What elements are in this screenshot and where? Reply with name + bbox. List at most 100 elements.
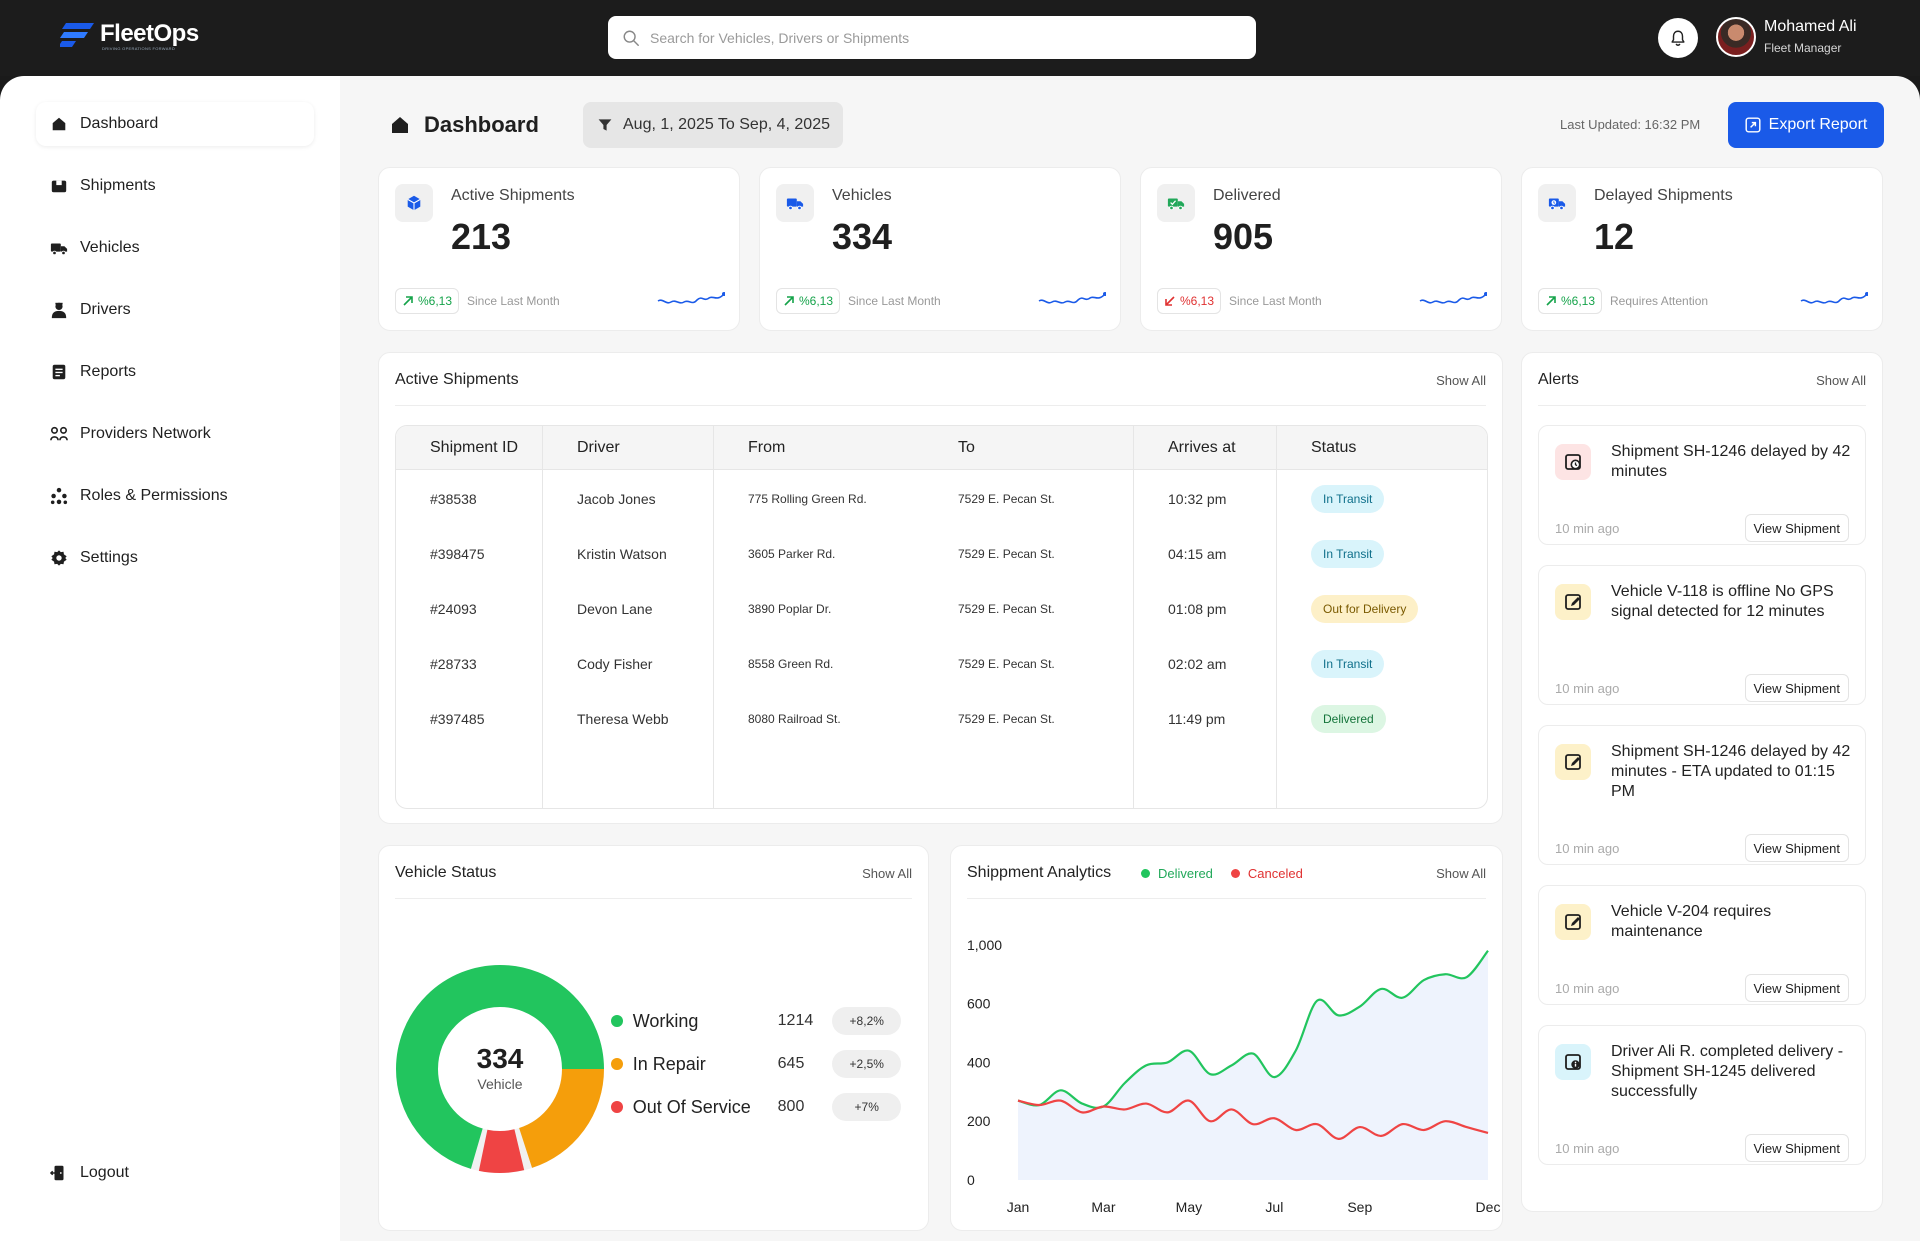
- legend-change: +7%: [832, 1093, 901, 1121]
- column-header[interactable]: Shipment ID: [430, 439, 519, 456]
- sidebar-item-reports[interactable]: Reports: [36, 350, 314, 394]
- column-header[interactable]: Driver: [577, 439, 620, 456]
- legend-row-in-repair: In Repair 645 +2,5%: [611, 1049, 901, 1079]
- show-all-link[interactable]: Show All: [1436, 373, 1486, 388]
- stat-value: 12: [1594, 216, 1635, 257]
- table-cell-from: 8558 Green Rd.: [748, 657, 834, 671]
- driver-icon: [51, 302, 67, 319]
- arrow-up-right-icon: [403, 296, 413, 306]
- table-cell-driver: Devon Lane: [577, 601, 653, 617]
- hierarchy-icon: [50, 487, 68, 505]
- avatar[interactable]: [1716, 17, 1756, 57]
- legend-row-working: Working 1214 +8,2%: [611, 1006, 901, 1036]
- table-cell-driver: Kristin Watson: [577, 546, 667, 562]
- alert-item: Shipment SH-1246 delayed by 42 minutes -…: [1538, 725, 1866, 865]
- column-header[interactable]: To: [958, 439, 975, 456]
- search-bar[interactable]: [608, 16, 1256, 59]
- table-cell-id: #24093: [430, 601, 477, 617]
- table-header: [396, 426, 1487, 470]
- stat-value: 213: [451, 216, 512, 257]
- column-header[interactable]: Arrives at: [1168, 439, 1236, 456]
- trend-badge: %6,13: [776, 288, 841, 314]
- sparkline: [1800, 292, 1868, 304]
- trend-value: %6,13: [1561, 294, 1596, 308]
- show-all-link[interactable]: Show All: [1816, 373, 1866, 388]
- legend-dot: [611, 1101, 623, 1113]
- truck-icon: [50, 243, 68, 256]
- legend-value: 800: [777, 1098, 805, 1115]
- card-title: Active Shipments: [395, 371, 519, 388]
- donut-total-label: Vehicle: [477, 1076, 523, 1092]
- sidebar-item-settings[interactable]: Settings: [36, 536, 314, 580]
- view-shipment-button[interactable]: View Shipment: [1744, 974, 1849, 1002]
- date-range-filter[interactable]: Aug, 1, 2025 To Sep, 4, 2025: [583, 102, 843, 148]
- alert-time: 10 min ago: [1555, 681, 1620, 696]
- alert-icon-box: [1555, 444, 1591, 480]
- status-badge: In Transit: [1311, 485, 1385, 513]
- export-icon: [1745, 117, 1761, 133]
- user-name: Mohamed Ali: [1764, 18, 1857, 35]
- stat-note: Since Last Month: [848, 294, 941, 308]
- app-logo[interactable]: FleetOps DRIVING OPERATIONS FORWARD: [60, 20, 199, 51]
- vehicle-status-donut: [396, 965, 604, 1173]
- sidebar-item-label: Shipments: [80, 177, 156, 194]
- sidebar-item-shipments[interactable]: Shipments: [36, 164, 314, 208]
- column-header[interactable]: Status: [1311, 439, 1357, 456]
- series-area-delivered: [1018, 950, 1488, 1180]
- column-header[interactable]: From: [748, 439, 786, 456]
- legend-change: +8,2%: [832, 1007, 901, 1035]
- legend-change: +2,5%: [832, 1050, 901, 1078]
- home-icon: [392, 117, 408, 133]
- sparkline: [1038, 292, 1106, 304]
- alert-item: Vehicle V-204 requires maintenance 10 min…: [1538, 885, 1866, 1005]
- search-input[interactable]: [650, 29, 1210, 46]
- trend-badge: %6,13: [1538, 288, 1603, 314]
- series-line-canceled[interactable]: [1017, 1099, 1489, 1140]
- sidebar-item-drivers[interactable]: Drivers: [36, 288, 314, 332]
- x-tick-label: Jan: [1007, 1199, 1030, 1215]
- delivered-truck-icon: [1167, 198, 1185, 211]
- stat-card-delivered: Delivered 905 %6,13 Since Last Month: [1140, 167, 1502, 331]
- export-report-button[interactable]: Export Report: [1728, 102, 1884, 148]
- logout-label: Logout: [80, 1164, 129, 1181]
- arrow-up-right-icon: [784, 296, 794, 306]
- x-tick-label: Dec: [1476, 1199, 1501, 1215]
- donut-segment-out-of-service[interactable]: [396, 965, 604, 1173]
- view-shipment-button[interactable]: View Shipment: [1744, 1134, 1849, 1162]
- donut-total: 334: [476, 1043, 524, 1074]
- legend-label: Working: [632, 1010, 699, 1031]
- box-icon: [51, 180, 67, 193]
- clock-alert-icon: [1565, 454, 1581, 470]
- table-cell-driver: Theresa Webb: [577, 711, 669, 727]
- sidebar-item-providers-network[interactable]: Providers Network: [36, 412, 314, 456]
- donut-segment-working[interactable]: [396, 965, 604, 1173]
- table-cell-arrives: 10:32 pm: [1168, 491, 1227, 507]
- edit-box-icon: [1565, 754, 1581, 770]
- alert-time: 10 min ago: [1555, 841, 1620, 856]
- show-all-link[interactable]: Show All: [862, 866, 912, 881]
- sidebar-item-roles-permissions[interactable]: Roles & Permissions: [36, 474, 314, 518]
- arrow-up-right-icon: [1546, 296, 1556, 306]
- sidebar-item-dashboard[interactable]: Dashboard: [36, 102, 314, 146]
- export-label: Export Report: [1768, 116, 1868, 133]
- show-all-link[interactable]: Show All: [1436, 866, 1486, 881]
- view-shipment-button[interactable]: View Shipment: [1744, 834, 1849, 862]
- card-title: Shippment Analytics: [967, 864, 1112, 881]
- legend-label: In Repair: [632, 1053, 706, 1074]
- divider: [1538, 405, 1866, 406]
- alert-time: 10 min ago: [1555, 1141, 1620, 1156]
- date-range-text: Aug, 1, 2025 To Sep, 4, 2025: [623, 116, 830, 133]
- sidebar-item-label: Providers Network: [80, 425, 211, 442]
- divider: [395, 898, 912, 899]
- notifications-button[interactable]: [1658, 18, 1698, 58]
- view-shipment-button[interactable]: View Shipment: [1744, 514, 1849, 542]
- sidebar-item-label: Dashboard: [80, 115, 159, 132]
- alert-icon-box: [1555, 744, 1591, 780]
- stat-label: Delayed Shipments: [1594, 187, 1733, 204]
- view-shipment-button[interactable]: View Shipment: [1744, 674, 1849, 702]
- sidebar-item-vehicles[interactable]: Vehicles: [36, 226, 314, 270]
- logout-button[interactable]: Logout: [36, 1151, 314, 1195]
- table-cell-id: #397485: [430, 711, 485, 727]
- alert-message: Shipment SH-1246 delayed by 42 minutes: [1611, 443, 1851, 480]
- sidebar-item-label: Reports: [80, 363, 137, 380]
